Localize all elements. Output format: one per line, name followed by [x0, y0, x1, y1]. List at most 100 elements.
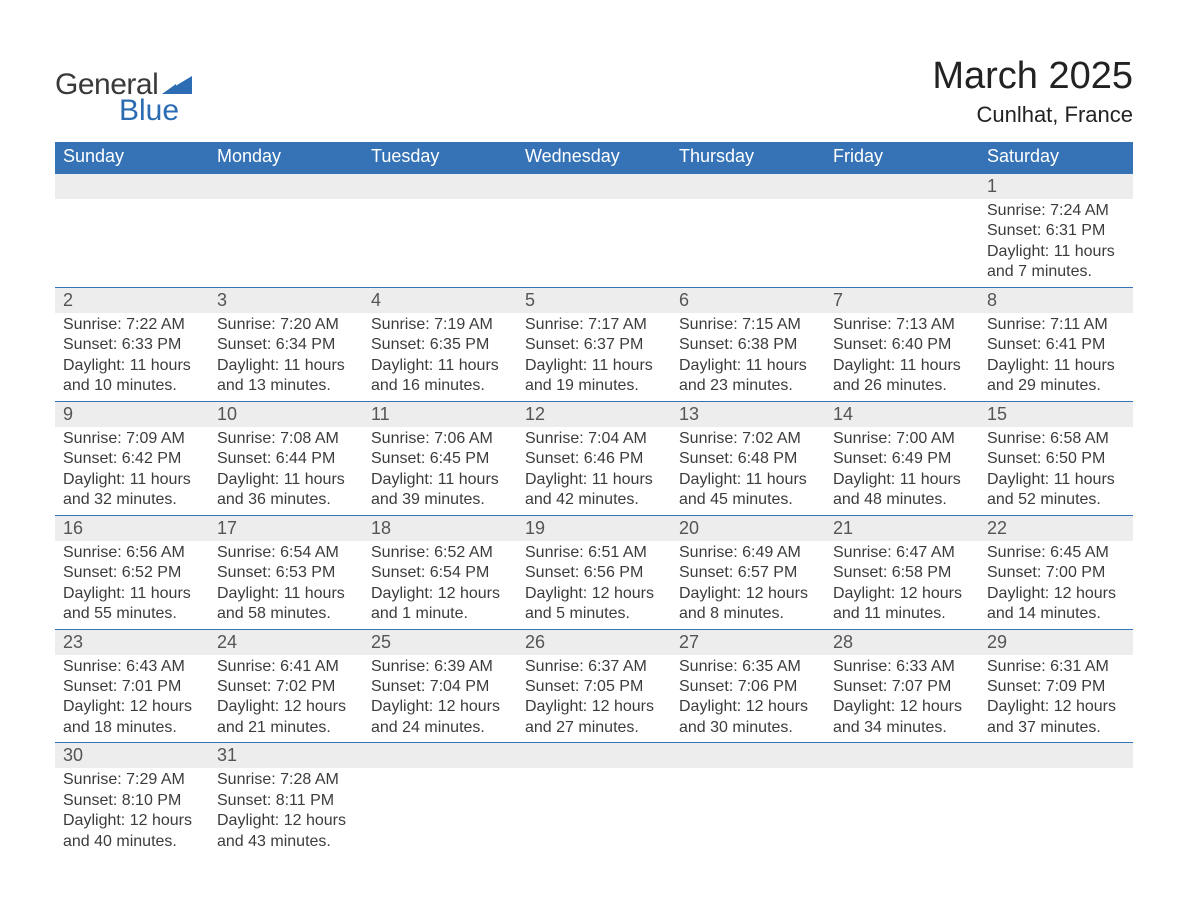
- day-detail-cell: Sunrise: 6:58 AMSunset: 6:50 PMDaylight:…: [979, 427, 1133, 515]
- day-detail-line: Daylight: 12 hours and 37 minutes.: [987, 697, 1125, 738]
- day-detail-line: Sunrise: 7:13 AM: [833, 315, 971, 335]
- day-number-cell: 1: [979, 174, 1133, 200]
- day-detail-line: Sunset: 7:02 PM: [217, 677, 355, 697]
- day-number-cell: 21: [825, 515, 979, 541]
- day-detail-line: Sunset: 6:56 PM: [525, 563, 663, 583]
- day-detail-cell: Sunrise: 6:33 AMSunset: 7:07 PMDaylight:…: [825, 655, 979, 743]
- day-detail-cell: Sunrise: 6:54 AMSunset: 6:53 PMDaylight:…: [209, 541, 363, 629]
- day-detail-line: Sunset: 8:11 PM: [217, 791, 355, 811]
- day-detail-line: Sunrise: 7:17 AM: [525, 315, 663, 335]
- day-detail-line: Sunrise: 6:47 AM: [833, 543, 971, 563]
- day-number-cell: 23: [55, 629, 209, 655]
- day-detail-line: Sunrise: 6:51 AM: [525, 543, 663, 563]
- day-detail-line: Sunset: 6:53 PM: [217, 563, 355, 583]
- day-number-cell: [517, 743, 671, 769]
- day-detail-cell: Sunrise: 6:56 AMSunset: 6:52 PMDaylight:…: [55, 541, 209, 629]
- day-detail-line: Daylight: 11 hours and 32 minutes.: [63, 470, 201, 511]
- day-detail-line: Sunset: 7:00 PM: [987, 563, 1125, 583]
- day-detail-row: Sunrise: 7:09 AMSunset: 6:42 PMDaylight:…: [55, 427, 1133, 515]
- day-detail-cell: Sunrise: 6:41 AMSunset: 7:02 PMDaylight:…: [209, 655, 363, 743]
- day-detail-cell: [55, 199, 209, 287]
- weekday-header: Saturday: [979, 142, 1133, 174]
- day-detail-line: Sunset: 7:04 PM: [371, 677, 509, 697]
- day-number-cell: 16: [55, 515, 209, 541]
- day-detail-line: Sunset: 6:52 PM: [63, 563, 201, 583]
- day-detail-cell: Sunrise: 7:02 AMSunset: 6:48 PMDaylight:…: [671, 427, 825, 515]
- day-detail-line: Sunset: 6:58 PM: [833, 563, 971, 583]
- day-detail-line: Sunrise: 6:31 AM: [987, 657, 1125, 677]
- day-detail-line: Sunset: 6:48 PM: [679, 449, 817, 469]
- day-detail-line: Daylight: 11 hours and 55 minutes.: [63, 584, 201, 625]
- day-detail-line: Sunset: 7:05 PM: [525, 677, 663, 697]
- day-detail-cell: [517, 768, 671, 856]
- day-detail-line: Daylight: 12 hours and 27 minutes.: [525, 697, 663, 738]
- page-header: General Blue March 2025 Cunlhat, France: [55, 55, 1133, 128]
- day-detail-line: Sunset: 6:54 PM: [371, 563, 509, 583]
- day-detail-line: Sunrise: 6:45 AM: [987, 543, 1125, 563]
- day-detail-cell: Sunrise: 7:28 AMSunset: 8:11 PMDaylight:…: [209, 768, 363, 856]
- day-detail-line: Sunset: 6:31 PM: [987, 221, 1125, 241]
- day-detail-line: Daylight: 11 hours and 48 minutes.: [833, 470, 971, 511]
- day-detail-line: Sunset: 8:10 PM: [63, 791, 201, 811]
- day-number-cell: 4: [363, 287, 517, 313]
- day-detail-cell: Sunrise: 7:06 AMSunset: 6:45 PMDaylight:…: [363, 427, 517, 515]
- day-detail-line: Daylight: 12 hours and 11 minutes.: [833, 584, 971, 625]
- day-detail-line: Daylight: 12 hours and 18 minutes.: [63, 697, 201, 738]
- day-number-row: 23242526272829: [55, 629, 1133, 655]
- day-detail-cell: [517, 199, 671, 287]
- day-detail-cell: [979, 768, 1133, 856]
- day-detail-row: Sunrise: 7:29 AMSunset: 8:10 PMDaylight:…: [55, 768, 1133, 856]
- day-detail-line: Sunrise: 7:20 AM: [217, 315, 355, 335]
- day-detail-cell: Sunrise: 7:20 AMSunset: 6:34 PMDaylight:…: [209, 313, 363, 401]
- day-detail-line: Sunset: 7:01 PM: [63, 677, 201, 697]
- day-detail-line: Daylight: 11 hours and 42 minutes.: [525, 470, 663, 511]
- day-detail-cell: Sunrise: 7:13 AMSunset: 6:40 PMDaylight:…: [825, 313, 979, 401]
- day-number-cell: [363, 174, 517, 200]
- day-detail-cell: Sunrise: 7:22 AMSunset: 6:33 PMDaylight:…: [55, 313, 209, 401]
- day-detail-cell: Sunrise: 6:35 AMSunset: 7:06 PMDaylight:…: [671, 655, 825, 743]
- day-number-cell: 8: [979, 287, 1133, 313]
- day-detail-line: Sunset: 6:40 PM: [833, 335, 971, 355]
- day-number-row: 16171819202122: [55, 515, 1133, 541]
- day-detail-line: Daylight: 12 hours and 40 minutes.: [63, 811, 201, 852]
- day-detail-row: Sunrise: 6:43 AMSunset: 7:01 PMDaylight:…: [55, 655, 1133, 743]
- day-detail-line: Sunset: 7:06 PM: [679, 677, 817, 697]
- day-number-cell: 28: [825, 629, 979, 655]
- day-detail-cell: Sunrise: 6:39 AMSunset: 7:04 PMDaylight:…: [363, 655, 517, 743]
- day-detail-row: Sunrise: 6:56 AMSunset: 6:52 PMDaylight:…: [55, 541, 1133, 629]
- day-detail-cell: [363, 768, 517, 856]
- day-detail-line: Sunset: 6:49 PM: [833, 449, 971, 469]
- day-detail-line: Daylight: 12 hours and 5 minutes.: [525, 584, 663, 625]
- day-detail-line: Daylight: 12 hours and 34 minutes.: [833, 697, 971, 738]
- day-detail-line: Sunset: 6:46 PM: [525, 449, 663, 469]
- day-number-cell: [671, 743, 825, 769]
- day-detail-cell: Sunrise: 7:08 AMSunset: 6:44 PMDaylight:…: [209, 427, 363, 515]
- day-number-row: 3031: [55, 743, 1133, 769]
- day-detail-cell: Sunrise: 6:47 AMSunset: 6:58 PMDaylight:…: [825, 541, 979, 629]
- day-detail-line: Sunrise: 7:22 AM: [63, 315, 201, 335]
- calendar-page: General Blue March 2025 Cunlhat, France …: [0, 0, 1188, 918]
- day-number-cell: 22: [979, 515, 1133, 541]
- day-detail-line: Daylight: 11 hours and 10 minutes.: [63, 356, 201, 397]
- weekday-header-row: Sunday Monday Tuesday Wednesday Thursday…: [55, 142, 1133, 174]
- day-detail-line: Daylight: 12 hours and 1 minute.: [371, 584, 509, 625]
- day-detail-line: Daylight: 11 hours and 23 minutes.: [679, 356, 817, 397]
- calendar-body: 1 Sunrise: 7:24 AMSunset: 6:31 PMDayligh…: [55, 174, 1133, 857]
- day-detail-line: Daylight: 11 hours and 58 minutes.: [217, 584, 355, 625]
- day-number-cell: 2: [55, 287, 209, 313]
- day-detail-cell: Sunrise: 7:09 AMSunset: 6:42 PMDaylight:…: [55, 427, 209, 515]
- title-month: March 2025: [932, 55, 1133, 98]
- day-number-cell: 12: [517, 401, 671, 427]
- day-number-cell: 5: [517, 287, 671, 313]
- day-detail-line: Sunrise: 7:19 AM: [371, 315, 509, 335]
- day-detail-cell: Sunrise: 7:29 AMSunset: 8:10 PMDaylight:…: [55, 768, 209, 856]
- day-detail-line: Daylight: 12 hours and 8 minutes.: [679, 584, 817, 625]
- day-detail-line: Daylight: 11 hours and 7 minutes.: [987, 242, 1125, 283]
- day-detail-line: Sunrise: 6:37 AM: [525, 657, 663, 677]
- day-detail-line: Sunrise: 7:06 AM: [371, 429, 509, 449]
- day-detail-cell: Sunrise: 6:45 AMSunset: 7:00 PMDaylight:…: [979, 541, 1133, 629]
- day-detail-line: Sunset: 6:33 PM: [63, 335, 201, 355]
- day-detail-line: Sunset: 6:44 PM: [217, 449, 355, 469]
- day-number-cell: 3: [209, 287, 363, 313]
- day-number-cell: 18: [363, 515, 517, 541]
